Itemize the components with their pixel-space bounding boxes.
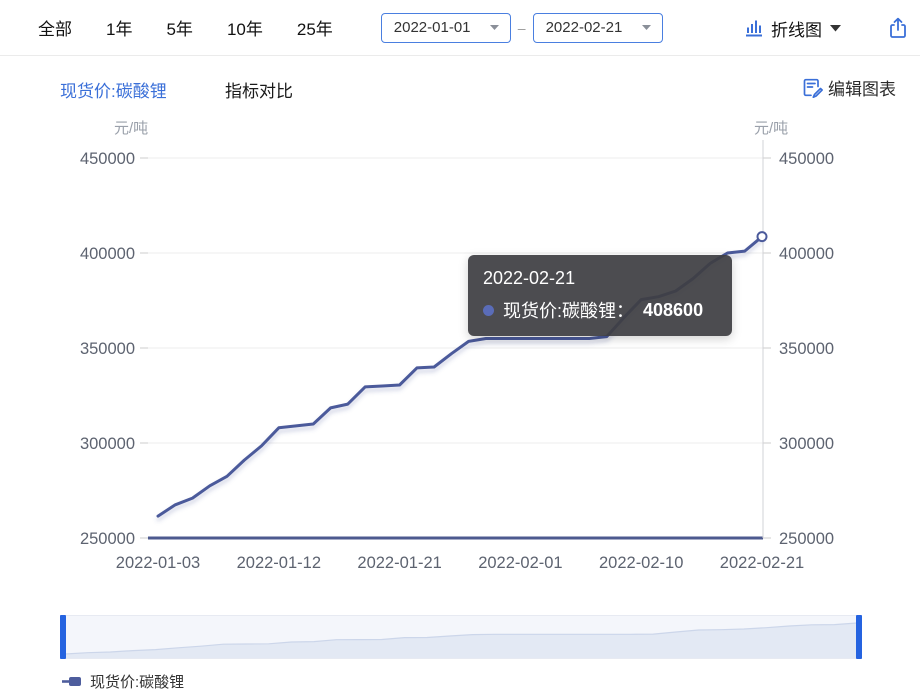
share-button[interactable] bbox=[888, 17, 908, 39]
toolbar-right: 折线图 bbox=[744, 0, 920, 56]
date-to-select[interactable]: 2022-02-21 bbox=[532, 12, 663, 43]
series-tab[interactable]: 现货价:碳酸锂 bbox=[60, 82, 167, 101]
legend-label: 现货价:碳酸锂 bbox=[90, 674, 185, 691]
svg-text:250000: 250000 bbox=[80, 530, 135, 548]
range-5y-button[interactable]: 5年 bbox=[166, 20, 193, 39]
tooltip-date: 2022-02-21 bbox=[483, 268, 576, 288]
date-from-value: 2022-01-01 bbox=[393, 19, 471, 36]
svg-text:400000: 400000 bbox=[779, 245, 834, 263]
date-range-picker: 2022-01-01 – 2022-02-21 bbox=[380, 12, 663, 43]
y-axis-unit-left: 元/吨 bbox=[114, 120, 149, 137]
svg-text:450000: 450000 bbox=[779, 150, 834, 168]
chart-type-select[interactable]: 折线图 bbox=[744, 16, 842, 41]
toolbar: 全部 1年 5年 10年 25年 2022-01-01 – 2022-02-21… bbox=[0, 0, 920, 56]
svg-text:350000: 350000 bbox=[779, 340, 834, 358]
svg-text:2022-02-01: 2022-02-01 bbox=[478, 554, 562, 572]
bar-chart-icon bbox=[746, 20, 762, 37]
edit-chart-icon bbox=[803, 78, 823, 98]
share-export-icon bbox=[890, 17, 906, 38]
edit-chart-button[interactable]: 编辑图表 bbox=[802, 75, 896, 100]
tooltip-value: 408600 bbox=[643, 299, 704, 320]
tooltip-series-label: 现货价:碳酸锂： bbox=[503, 301, 635, 321]
range-1y-button[interactable]: 1年 bbox=[106, 20, 133, 39]
navigator-left-handle[interactable] bbox=[60, 615, 66, 659]
series-dot-icon bbox=[483, 304, 494, 316]
svg-text:2022-01-21: 2022-01-21 bbox=[357, 554, 441, 572]
chevron-down-icon bbox=[641, 25, 651, 30]
navigator-mini-chart bbox=[64, 622, 858, 658]
svg-text:2022-02-10: 2022-02-10 bbox=[599, 554, 683, 572]
chart-header: 现货价:碳酸锂 指标对比 编辑图表 bbox=[0, 56, 920, 102]
range-10y-button[interactable]: 10年 bbox=[226, 20, 263, 39]
chevron-down-icon bbox=[489, 25, 499, 30]
range-25y-button[interactable]: 25年 bbox=[296, 20, 333, 39]
chart-type-label: 折线图 bbox=[771, 20, 822, 40]
edit-chart-label: 编辑图表 bbox=[828, 80, 896, 99]
svg-text:2022-01-12: 2022-01-12 bbox=[237, 554, 321, 572]
legend-item[interactable]: 现货价:碳酸锂 bbox=[62, 671, 184, 692]
chart-tooltip: 2022-02-21 现货价:碳酸锂： 408600 bbox=[468, 255, 732, 336]
svg-text:2022-02-21: 2022-02-21 bbox=[720, 554, 804, 572]
svg-text:300000: 300000 bbox=[80, 435, 135, 453]
navigator-right-handle[interactable] bbox=[856, 615, 862, 659]
svg-text:350000: 350000 bbox=[80, 340, 135, 358]
range-all-button[interactable]: 全部 bbox=[38, 20, 72, 39]
date-to-value: 2022-02-21 bbox=[545, 19, 623, 36]
date-from-select[interactable]: 2022-01-01 bbox=[380, 12, 511, 43]
svg-text:400000: 400000 bbox=[80, 245, 135, 263]
svg-text:250000: 250000 bbox=[779, 530, 834, 548]
chevron-down-icon bbox=[830, 24, 841, 31]
data-zoom-navigator[interactable] bbox=[60, 615, 862, 659]
indicator-compare-button[interactable]: 指标对比 bbox=[225, 82, 293, 101]
legend-line-icon bbox=[62, 677, 81, 686]
svg-text:2022-01-03: 2022-01-03 bbox=[116, 554, 200, 572]
y-axis-unit-right: 元/吨 bbox=[754, 120, 789, 137]
date-range-separator: – bbox=[517, 19, 526, 36]
svg-text:450000: 450000 bbox=[80, 150, 135, 168]
svg-text:300000: 300000 bbox=[779, 435, 834, 453]
